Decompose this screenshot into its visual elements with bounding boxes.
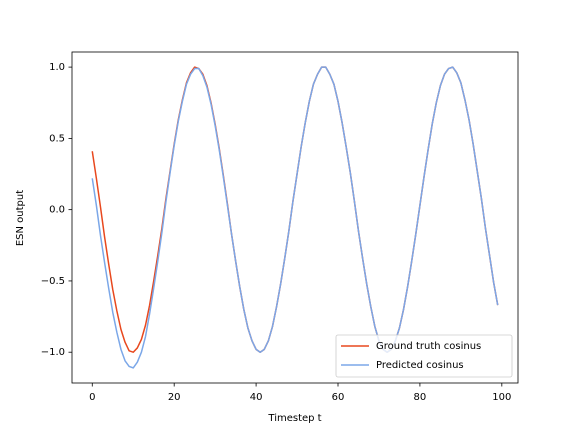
legend-label: Predicted cosinus [376, 360, 464, 371]
line [91, 66, 499, 369]
y-tick-label: −0.5 [41, 276, 65, 287]
x-tick-label: 60 [332, 392, 345, 403]
y-axis-label: ESN output [15, 190, 26, 246]
y-tick-label: 0.5 [49, 133, 65, 144]
legend-label: Ground truth cosinus [376, 341, 481, 352]
x-tick-label: 100 [492, 392, 511, 403]
legend: Ground truth cosinus Predicted cosinus [335, 334, 513, 378]
y-tick-label: −1.0 [41, 347, 65, 358]
x-tick-label: 40 [250, 392, 263, 403]
x-tick-label: 0 [89, 392, 95, 403]
plot-frame [71, 51, 519, 384]
x-axis-label: Timestep t [267, 413, 321, 424]
x-tick-label: 20 [168, 392, 181, 403]
x-tick-label: 80 [414, 392, 427, 403]
y-tick-label: 0.0 [49, 205, 65, 216]
y-tick-label: 1.0 [49, 62, 65, 73]
legend-box [335, 334, 513, 378]
